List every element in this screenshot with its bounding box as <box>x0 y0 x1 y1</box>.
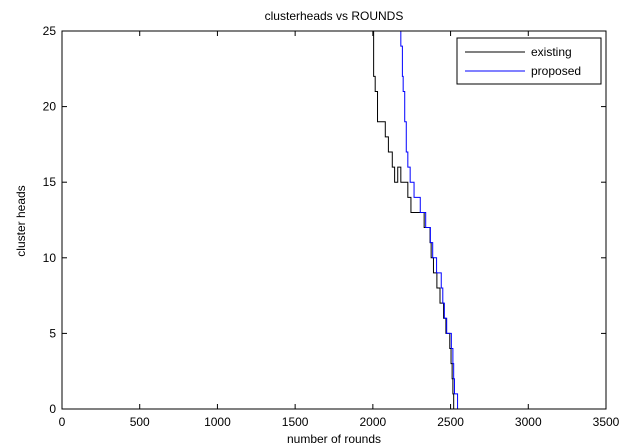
y-tick-label: 15 <box>43 175 57 189</box>
legend-label-proposed: proposed <box>531 64 581 78</box>
plot-area: 0 500 1000 1500 2000 2500 3000 3500 0 5 10 15 20 25 ex… <box>43 24 620 429</box>
y-tick-label: 0 <box>49 402 56 416</box>
y-tick-label: 25 <box>43 24 57 38</box>
x-tick-label: 1000 <box>204 415 231 429</box>
plot-frame <box>61 30 607 410</box>
y-tick-label: 10 <box>43 251 57 265</box>
x-tick-label: 2000 <box>360 415 387 429</box>
series-line-proposed <box>400 31 459 409</box>
y-tick-label: 20 <box>43 100 57 114</box>
x-tick-label: 3500 <box>593 415 620 429</box>
legend-box <box>456 37 602 85</box>
x-tick-label: 0 <box>59 415 66 429</box>
legend-label-existing: existing <box>531 45 572 59</box>
y-tick-label: 5 <box>49 326 56 340</box>
x-tick-label: 1500 <box>282 415 309 429</box>
x-tick-label: 3000 <box>515 415 542 429</box>
y-axis-label: cluster heads <box>14 185 28 256</box>
x-tick-label: 500 <box>130 415 150 429</box>
x-tick-label: 2500 <box>437 415 464 429</box>
x-axis-label: number of rounds <box>287 432 381 446</box>
chart-title: clusterheads vs ROUNDS <box>265 9 404 23</box>
